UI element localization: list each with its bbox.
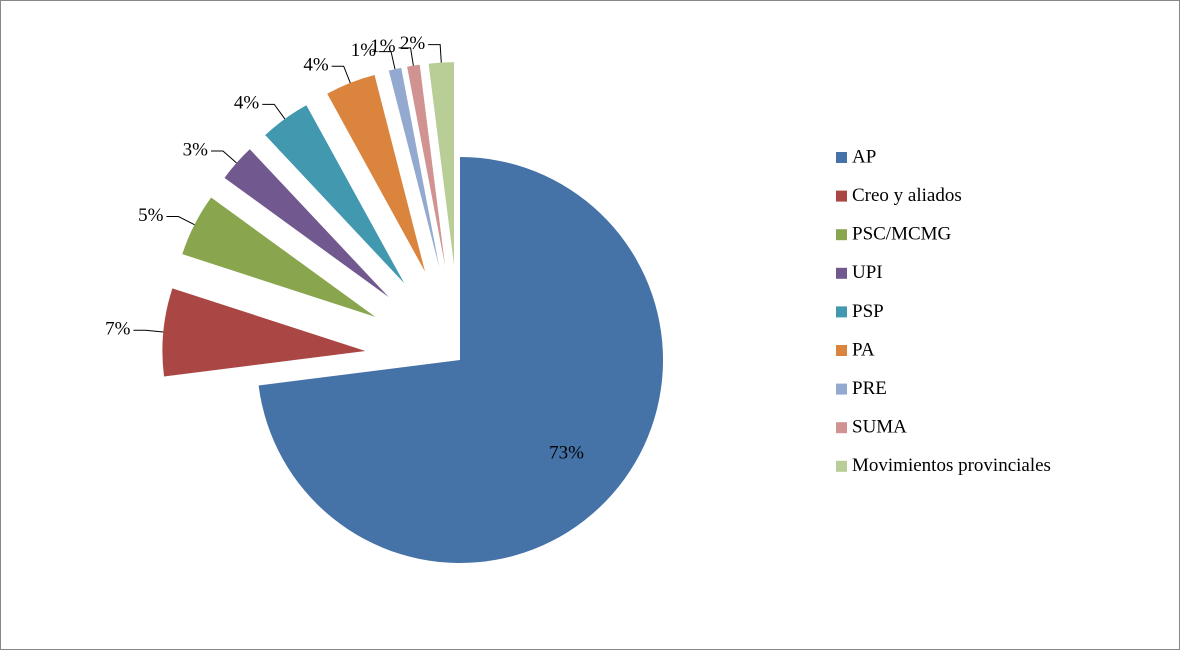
data-label: 4% — [303, 55, 329, 76]
data-label: 2% — [400, 33, 426, 54]
legend-swatch — [836, 229, 847, 241]
data-label: 5% — [138, 205, 164, 226]
legend-label: PA — [852, 339, 875, 360]
legend-label: PSP — [852, 301, 884, 322]
data-label: 3% — [183, 139, 209, 160]
pie-slice — [265, 105, 405, 284]
leader-line — [262, 103, 286, 120]
legend-swatch — [836, 383, 847, 395]
leader-line — [428, 44, 442, 63]
legend-label: UPI — [852, 262, 883, 283]
leader-line — [379, 51, 396, 70]
pie-slice — [224, 149, 389, 298]
pie-slice — [428, 62, 455, 266]
leader-line — [210, 150, 237, 164]
legend-swatch — [836, 422, 847, 434]
pie-slice — [388, 67, 440, 268]
data-label: 4% — [234, 93, 260, 114]
legend-swatch — [836, 190, 847, 202]
data-label: 7% — [105, 319, 131, 340]
leader-line — [133, 329, 164, 333]
legend-label: Movimientos provinciales — [852, 455, 1051, 476]
legend-swatch — [836, 306, 847, 318]
legend-label: SUMA — [852, 417, 907, 438]
pie-slice — [258, 157, 664, 563]
pie-slice — [327, 75, 426, 272]
legend-label: AP — [852, 146, 876, 167]
data-label: 1% — [370, 36, 396, 57]
pie-slice — [407, 64, 446, 267]
pie-slice — [182, 197, 376, 317]
leader-line — [166, 216, 195, 226]
legend-label: Creo y aliados — [852, 185, 962, 206]
leader-line — [398, 47, 414, 66]
legend-swatch — [836, 152, 847, 163]
legend-swatch — [836, 345, 847, 356]
pie-slice — [162, 288, 366, 377]
legend-label: PRE — [852, 378, 887, 399]
leader-line — [331, 65, 351, 84]
data-label: 1% — [351, 40, 377, 61]
legend-swatch — [836, 460, 847, 472]
data-label: 73% — [549, 442, 584, 463]
legend-label: PSC/MCMG — [852, 224, 952, 245]
legend-swatch — [836, 267, 847, 279]
